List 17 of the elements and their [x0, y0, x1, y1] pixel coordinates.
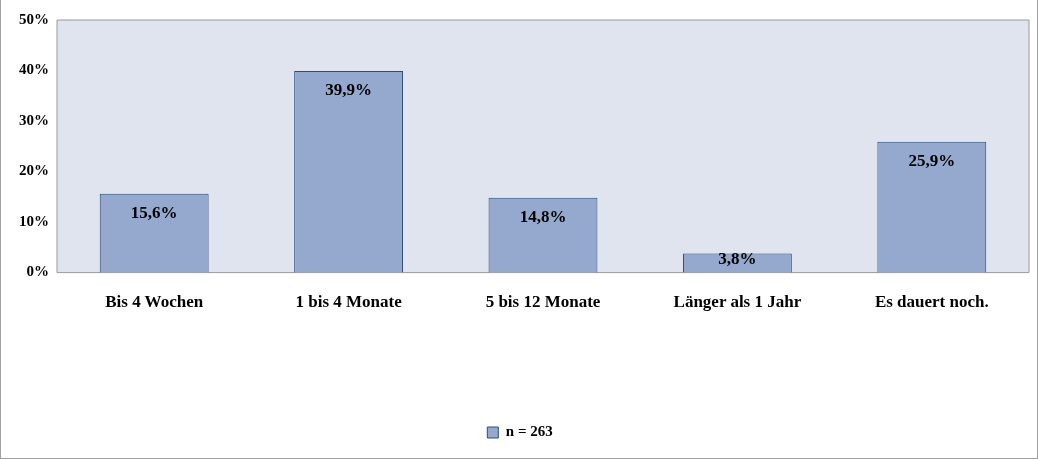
x-tick-label: Bis 4 Wochen [105, 292, 204, 312]
y-tick-label: 40% [19, 61, 49, 78]
y-tick-label: 10% [19, 212, 49, 229]
data-label: 25,9% [908, 151, 956, 171]
x-tick-label: 5 bis 12 Monate [485, 292, 601, 312]
y-tick-label: 20% [19, 162, 49, 179]
x-tick-label: Länger als 1 Jahr [673, 292, 802, 312]
data-label: 3,8% [718, 248, 757, 268]
x-tick-label: 1 bis 4 Monate [295, 292, 403, 312]
data-label: 39,9% [325, 80, 372, 100]
x-tick-label: Es dauert noch. [874, 292, 989, 312]
data-label: 14,8% [519, 207, 567, 227]
y-tick-label: 0% [26, 263, 49, 280]
data-label: 15,6% [130, 203, 178, 223]
y-tick-label: 30% [19, 111, 49, 128]
legend-label: n = 263 [505, 423, 553, 440]
y-tick-label: 50% [19, 10, 49, 27]
